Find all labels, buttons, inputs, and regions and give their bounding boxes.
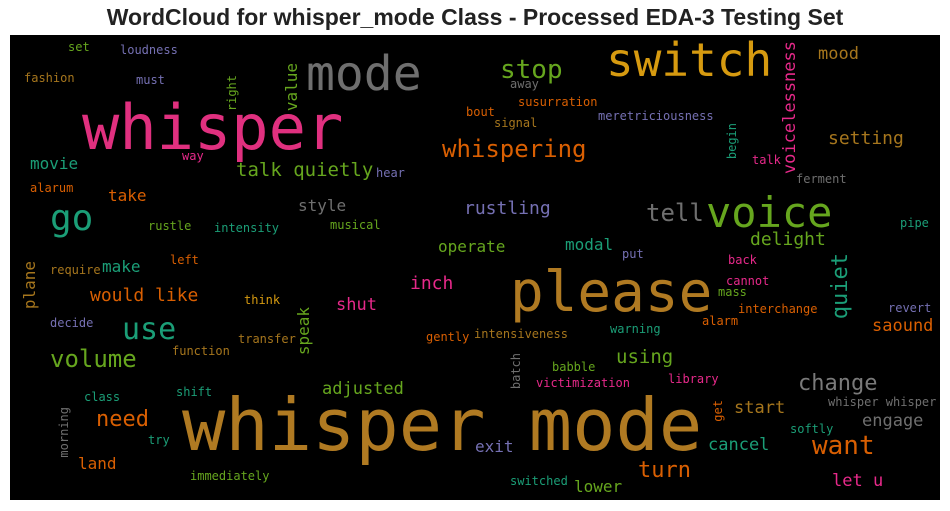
word-shift: shift [176,385,213,399]
word-would-like: would like [90,285,199,306]
word-need: need [96,407,149,432]
word-signal: signal [494,116,538,130]
word-left: left [170,253,199,267]
word-loudness: loudness [120,43,178,57]
word-inch: inch [410,273,454,294]
word-setting: setting [828,128,904,149]
word-start: start [734,398,786,418]
word-begin: begin [725,123,739,160]
word-voice: voice [706,188,833,237]
word-bout: bout [466,105,495,119]
word-back: back [728,253,757,267]
word-away: away [510,77,539,91]
word-set: set [68,40,90,54]
word-mode: mode [306,46,422,102]
word-class: class [84,390,121,404]
word-transfer: transfer [238,332,296,346]
word-please: please [510,260,713,325]
word-using: using [616,346,674,368]
word-make: make [102,257,141,276]
word-ferment: ferment [796,172,847,186]
word-put: put [622,247,644,261]
word-susurration: susurration [518,95,598,109]
word-switch: switch [606,35,773,87]
word-way: way [182,149,204,163]
word-tell: tell [646,199,704,227]
word-switched: switched [510,474,568,488]
word-function: function [172,344,230,358]
chart-title: WordCloud for whisper_mode Class - Proce… [106,4,844,30]
word-victimization: victimization [536,376,630,390]
word-style: style [298,196,347,215]
word-interchange: interchange [738,302,818,316]
word-let-u: let u [832,471,884,491]
word-saound: saound [872,316,934,336]
word-go: go [50,198,94,239]
word-immediately: immediately [190,469,270,483]
word-take: take [108,186,147,205]
word-cloud-canvas: whisper mode please whisper mode switch voice… [10,35,940,500]
word-delight: delight [750,229,826,250]
word-whisper: whisper [82,91,344,164]
word-intensiveness: intensiveness [474,327,568,341]
word-babble: babble [552,360,596,374]
word-library: library [668,372,719,386]
word-quiet: quiet [828,253,853,320]
word-engage: engage [862,411,924,431]
word-get: get [711,400,725,422]
word-rustling: rustling [464,198,551,219]
word-shut: shut [336,295,377,315]
word-warning: warning [610,322,661,336]
word-stop: stop [500,55,563,85]
word-try: try [148,433,170,447]
word-morning: morning [57,407,71,458]
word-turn: turn [638,458,691,483]
word-alarm: alarm [702,314,739,328]
word-adjusted: adjusted [322,379,404,399]
word-require: require [50,263,101,277]
word-talk: talk [752,153,781,167]
word-musical: musical [330,218,381,232]
word-talk-quietly: talk quietly [236,159,374,181]
word-rustle: rustle [148,219,192,233]
word-gently: gently [426,330,470,344]
word-intensity: intensity [214,221,280,235]
word-pipe: pipe [900,216,929,230]
word-cannot: cannot [726,274,770,288]
word-mood: mood [818,44,859,64]
word-value: value [282,63,301,112]
word-voicelessness: voicelessness [780,41,800,175]
word-meretriciousness: meretriciousness [598,109,714,123]
word-lower: lower [574,477,623,496]
word-operate: operate [438,237,506,256]
word-land: land [78,454,117,473]
word-decide: decide [50,316,94,330]
word-change: change [798,371,878,396]
word-softly: softly [790,422,834,436]
word-think: think [244,293,281,307]
word-fashion: fashion [24,71,75,85]
word-cancel: cancel [708,435,770,455]
word-whisper-whisper: whisper whisper [828,395,937,409]
word-exit: exit [475,437,514,456]
word-whispering: whispering [442,135,587,163]
word-mass: mass [718,285,747,299]
word-plane: plane [20,261,39,310]
word-alarum: alarum [30,181,74,195]
word-speak: speak [294,307,313,356]
word-right: right [225,75,239,112]
word-want: want [812,431,875,461]
word-revert: revert [888,301,932,315]
word-whisper-mode: whisper mode [182,383,703,467]
word-volume: volume [50,345,137,373]
word-use: use [122,312,177,347]
word-batch: batch [509,353,523,390]
word-hear: hear [376,166,405,180]
word-movie: movie [30,154,79,173]
word-must: must [136,73,165,87]
word-modal: modal [565,235,614,254]
